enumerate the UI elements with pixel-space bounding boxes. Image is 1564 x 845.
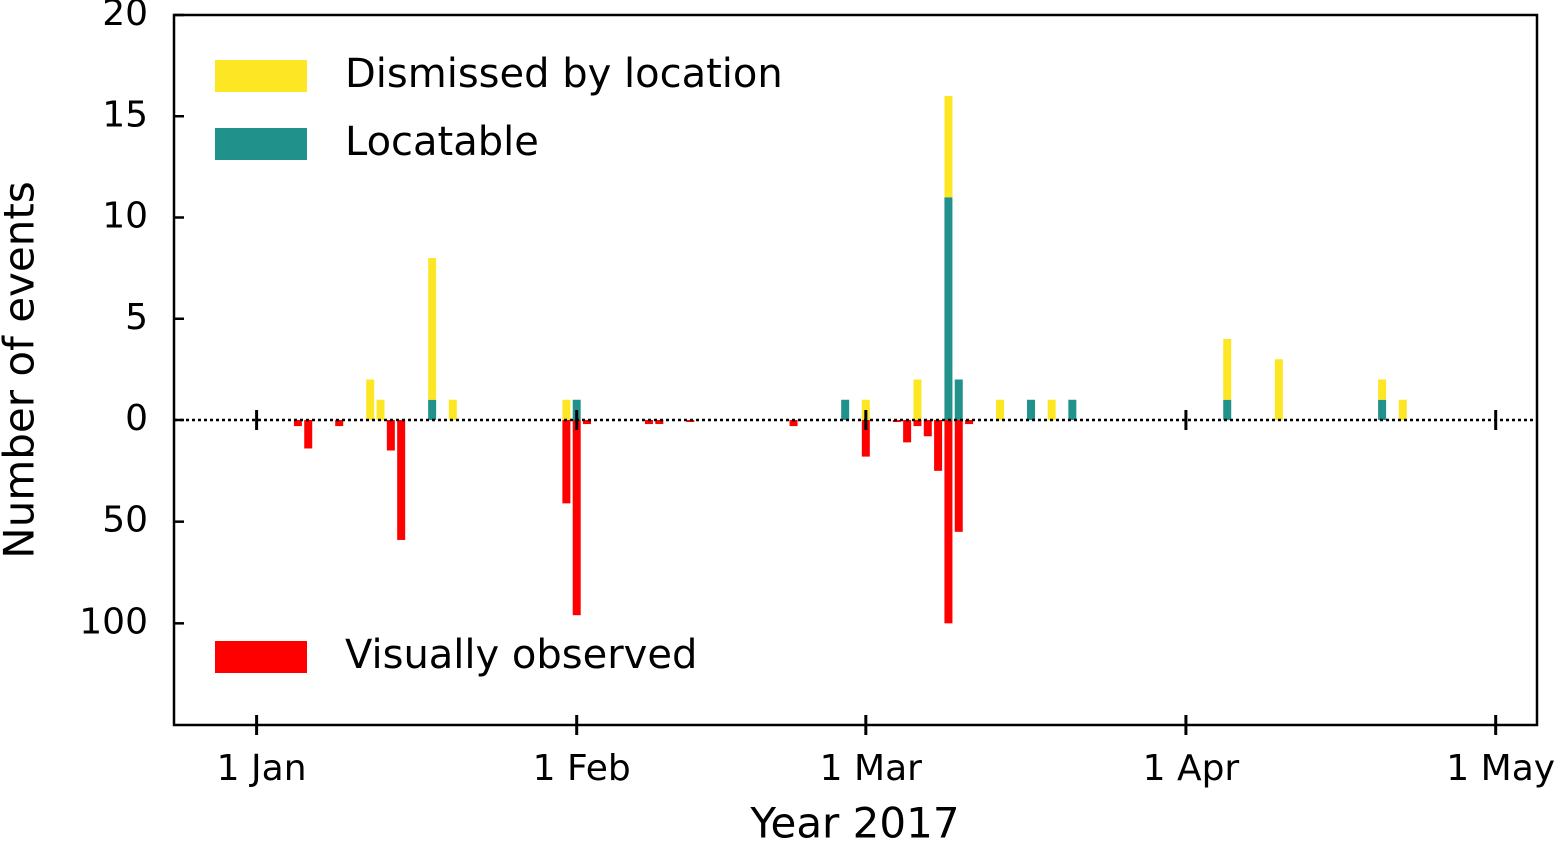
bar [1223, 339, 1232, 400]
x-tick-label: 1 Feb [533, 748, 631, 789]
legend-swatch [215, 60, 307, 92]
bar [944, 96, 953, 198]
bar [583, 420, 592, 425]
bar [1398, 399, 1407, 420]
bar [913, 379, 922, 420]
bar [861, 399, 870, 420]
bar [944, 197, 953, 420]
y-tick-label: 20 [102, 0, 148, 34]
bar [1378, 379, 1387, 400]
bar [562, 420, 571, 504]
y-tick-label: 10 [102, 196, 148, 237]
bar [397, 420, 406, 540]
bar [954, 379, 963, 420]
y-tick-label: 15 [102, 94, 148, 135]
bar [965, 420, 974, 425]
bar [841, 399, 850, 420]
bar [861, 420, 870, 457]
bar [448, 399, 457, 420]
bar [1378, 399, 1387, 420]
y-tick-label: 0 [125, 398, 148, 439]
x-tick-label: 1 Jan [217, 748, 307, 789]
legend-label: Dismissed by location [345, 51, 783, 97]
bar [562, 399, 571, 420]
bar [903, 420, 912, 443]
bar [1274, 359, 1283, 420]
bar [1027, 399, 1036, 420]
bar [1047, 399, 1056, 420]
x-tick-label: 1 May [1446, 748, 1555, 789]
x-tick-label: 1 Apr [1143, 748, 1240, 789]
bar [335, 420, 344, 427]
legend-label: Locatable [345, 119, 539, 165]
bar [572, 399, 581, 420]
legend-swatch [215, 128, 307, 160]
legend-label: Visually observed [345, 632, 697, 678]
bar [293, 420, 302, 427]
bar [572, 420, 581, 616]
bar [428, 399, 437, 420]
y-tick-label: 100 [79, 601, 148, 642]
bar [954, 420, 963, 532]
bar [655, 420, 664, 425]
bar [934, 420, 943, 471]
plot-frame [172, 13, 1539, 727]
bar [996, 399, 1005, 420]
bar [644, 420, 653, 425]
bar [304, 420, 313, 449]
bar [923, 420, 932, 437]
bar [913, 420, 922, 427]
legend-swatch [215, 641, 307, 673]
bar [1068, 399, 1077, 420]
x-tick-label: 1 Mar [820, 748, 922, 789]
bar [789, 420, 798, 427]
x-axis-label: Year 2017 [749, 799, 959, 845]
bar [386, 420, 395, 451]
y-axis-label: Number of events [0, 181, 44, 558]
bar [376, 399, 385, 420]
bar [366, 379, 375, 420]
bar [1223, 399, 1232, 420]
y-tick-label: 50 [102, 500, 148, 541]
bar [944, 420, 953, 624]
y-tick-label: 5 [125, 297, 148, 338]
bar [428, 258, 437, 400]
